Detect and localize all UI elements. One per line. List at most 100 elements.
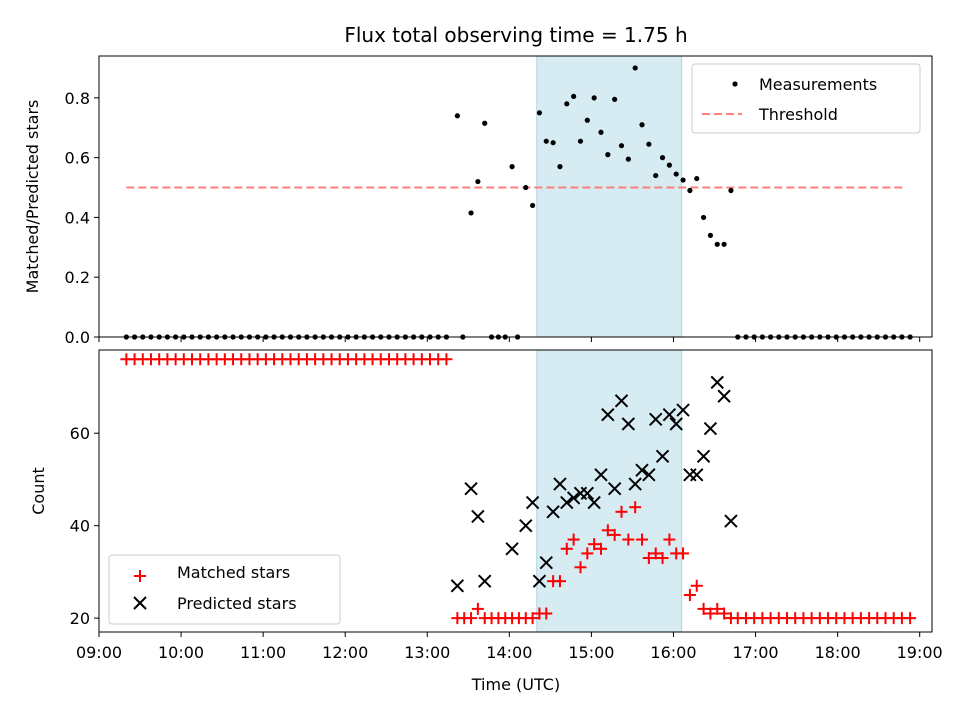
x-tick-label: 15:00 xyxy=(568,643,614,662)
matched-star-point xyxy=(574,561,587,574)
time-x-axis-label: Time (UTC) xyxy=(471,675,560,694)
predicted-star-point xyxy=(539,555,553,570)
ratio-y-tick-label: 0.8 xyxy=(65,89,90,108)
predicted-star-stroke xyxy=(607,481,622,496)
predicted-star-point xyxy=(478,574,492,588)
predicted-star-point xyxy=(464,481,478,496)
measurement-point xyxy=(666,162,672,168)
x-tick-label: 12:00 xyxy=(322,643,368,662)
measurement-point xyxy=(584,117,590,123)
predicted-star-point xyxy=(635,463,649,477)
count-y-tick-label: 40 xyxy=(70,517,90,536)
predicted-star-stroke xyxy=(696,449,711,464)
measurement-point xyxy=(529,202,536,209)
predicted-star-point xyxy=(710,375,724,390)
predicted-star-stroke xyxy=(546,505,560,519)
measurement-point xyxy=(694,175,700,182)
predicted-star-stroke xyxy=(717,389,731,403)
predicted-star-stroke xyxy=(478,574,492,588)
legend-measurements-marker xyxy=(732,81,738,87)
predicted-star-stroke xyxy=(539,555,553,570)
measurement-point xyxy=(618,143,625,149)
legend-matched-label: Matched stars xyxy=(177,563,290,582)
x-tick-label: 09:00 xyxy=(76,643,122,662)
predicted-star-stroke xyxy=(519,518,533,533)
measurement-point xyxy=(680,177,686,183)
matched-star-point xyxy=(718,607,731,620)
predicted-star-stroke xyxy=(642,468,656,482)
observing-window-shade-top xyxy=(536,55,683,338)
count-axes-frame xyxy=(98,349,933,633)
measurement-point xyxy=(625,156,631,162)
measurement-point xyxy=(728,187,734,194)
legend-predicted-marker xyxy=(133,596,147,610)
count-legend: Matched stars Predicted stars xyxy=(108,554,341,625)
matched-star-point xyxy=(608,528,621,541)
predicted-star-stroke xyxy=(601,408,615,422)
matched-star-point xyxy=(656,552,669,565)
measurement-point xyxy=(598,129,604,135)
measurement-point xyxy=(687,187,693,194)
count-y-axis-label: Count xyxy=(29,467,48,515)
predicted-star-point xyxy=(553,477,567,491)
matched-star-point xyxy=(636,533,649,546)
measurement-point xyxy=(605,152,611,158)
count-y-tick-label: 60 xyxy=(70,424,90,443)
ratio-y-tick-label: 0.4 xyxy=(65,208,90,227)
measurement-point xyxy=(571,93,577,99)
measurement-point xyxy=(577,138,584,144)
count-y-tick-label: 20 xyxy=(70,609,90,628)
matched-star-point xyxy=(567,533,580,546)
matched-star-point xyxy=(622,533,635,546)
ratio-legend: Measurements Threshold xyxy=(691,63,921,134)
predicted-star-stroke xyxy=(505,542,519,556)
predicted-star-stroke xyxy=(662,408,677,422)
x-tick-label: 10:00 xyxy=(158,643,204,662)
measurement-point xyxy=(468,210,474,216)
predicted-stars-points xyxy=(450,375,738,593)
measurement-point xyxy=(475,178,481,185)
measurement-point xyxy=(639,122,645,128)
matched-star-point xyxy=(615,505,628,518)
predicted-star-point xyxy=(525,495,540,510)
predicted-star-stroke xyxy=(669,417,683,431)
measurement-point xyxy=(659,155,666,161)
matched-star-point xyxy=(601,524,614,537)
predicted-star-point xyxy=(587,495,601,510)
predicted-star-point xyxy=(690,468,704,482)
measurement-point xyxy=(707,232,714,238)
predicted-star-stroke xyxy=(655,449,670,464)
predicted-star-stroke xyxy=(553,477,567,491)
matched-star-point xyxy=(629,501,642,514)
measurement-point xyxy=(564,101,570,107)
ratio-y-tick-label: 0.6 xyxy=(65,149,90,168)
measurement-point xyxy=(721,241,727,247)
predicted-star-point xyxy=(601,408,615,422)
observing-window-shade-bottom xyxy=(536,349,683,633)
x-tick-label: 11:00 xyxy=(240,643,286,662)
predicted-star-point xyxy=(607,481,622,496)
predicted-star-stroke xyxy=(580,486,595,501)
count-legend-box xyxy=(108,554,341,625)
matched-star-point xyxy=(465,612,478,625)
predicted-star-point xyxy=(676,403,690,417)
measurement-point xyxy=(646,141,652,147)
x-tick-label: 17:00 xyxy=(732,643,778,662)
ratio-panel: 0.00.20.40.60.8 Matched/Predicted stars … xyxy=(23,55,933,347)
matched-stars-points xyxy=(120,353,917,625)
predicted-star-point xyxy=(628,477,642,491)
predicted-star-point xyxy=(696,449,711,464)
predicted-star-stroke xyxy=(703,421,718,436)
legend-matched-marker xyxy=(134,570,146,582)
matched-star-point xyxy=(677,547,690,560)
measurement-point xyxy=(591,95,597,101)
matched-star-point xyxy=(471,602,484,615)
predicted-star-point xyxy=(648,412,663,427)
measurement-point xyxy=(673,171,679,177)
matched-star-point xyxy=(560,542,573,555)
predicted-star-point xyxy=(471,509,485,524)
predicted-star-stroke xyxy=(450,579,465,593)
predicted-star-point xyxy=(566,491,581,505)
predicted-star-point xyxy=(560,495,574,510)
predicted-star-stroke xyxy=(614,394,629,408)
